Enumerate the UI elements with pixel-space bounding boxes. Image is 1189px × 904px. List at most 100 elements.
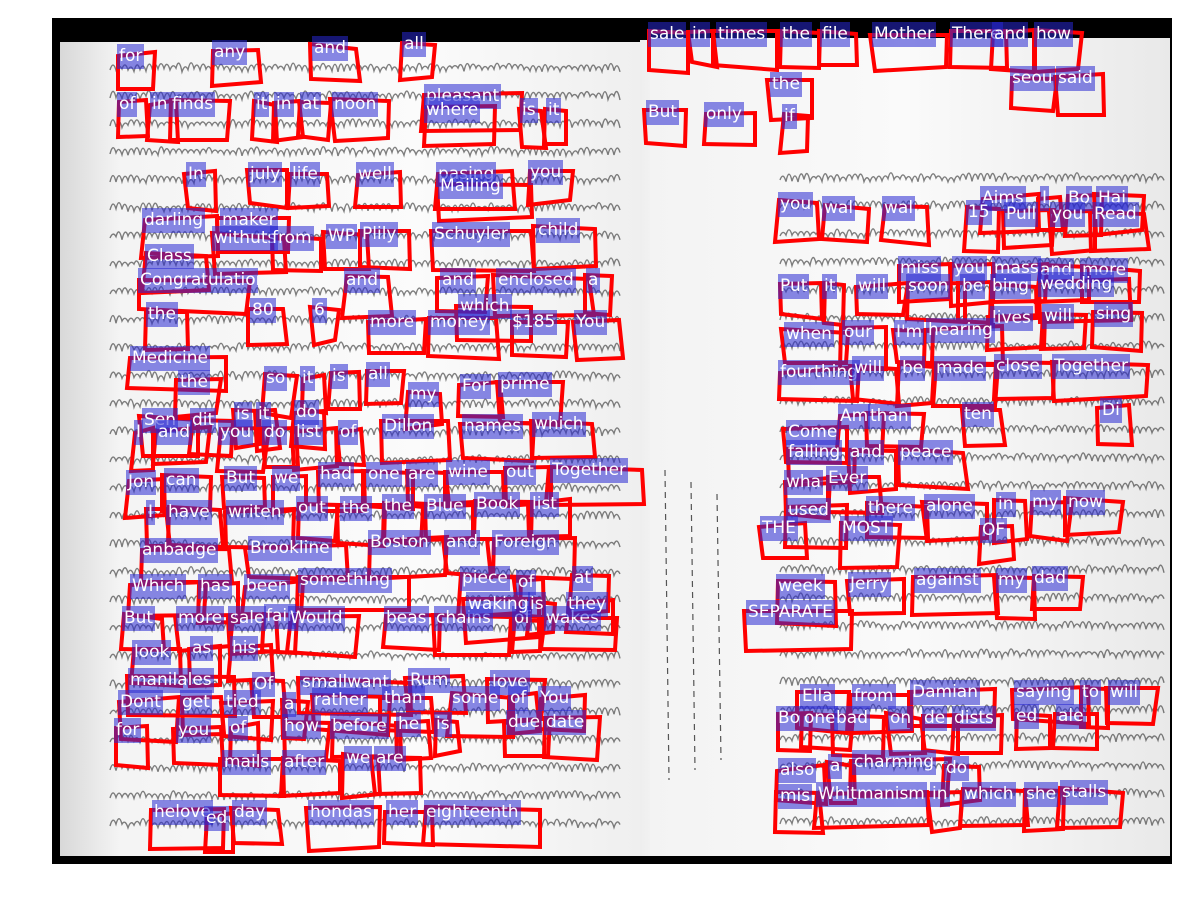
word-box [1103, 686, 1161, 727]
word-label: and [156, 420, 192, 445]
word-label: had [318, 462, 354, 487]
word-label: Read [1092, 202, 1139, 227]
word-label: and [848, 440, 884, 465]
word-label: the [770, 72, 802, 97]
word-label: she [1024, 782, 1059, 807]
word-label: names [462, 414, 524, 439]
word-label: fourthing [778, 360, 860, 385]
word-label: helove [152, 800, 213, 825]
word-label: out [504, 460, 536, 485]
word-label: to [1080, 680, 1102, 705]
word-label: money [428, 310, 491, 335]
word-label: in [996, 492, 1016, 517]
word-label: charming [852, 750, 937, 775]
word-label: file [820, 22, 850, 47]
word-label: withuts [212, 226, 279, 251]
word-box [1035, 194, 1066, 232]
word-label: and [992, 22, 1028, 47]
word-label: Pull [1004, 202, 1039, 227]
word-label: july [248, 162, 283, 187]
word-label: will [852, 356, 885, 381]
word-label: bad [834, 706, 870, 731]
word-label: THE [760, 516, 798, 541]
word-label: alone [924, 494, 975, 519]
word-label: it [546, 98, 562, 123]
word-label: dit [190, 408, 217, 433]
word-label: all [366, 362, 390, 387]
word-label: will [856, 274, 889, 299]
word-label: day [232, 800, 268, 825]
word-label: my [1030, 490, 1061, 515]
word-label: a [282, 692, 297, 717]
word-label: in [930, 782, 950, 807]
word-label: mis [778, 784, 813, 809]
word-label: lives [990, 306, 1033, 331]
word-label: after [282, 750, 327, 775]
word-label: against [914, 568, 981, 593]
word-label: Am [838, 404, 871, 429]
word-label: if [782, 104, 797, 129]
word-label: will [1042, 304, 1075, 329]
word-label: But [224, 466, 258, 491]
word-label: de [922, 706, 948, 731]
word-label: Ever [826, 466, 869, 491]
word-label: of [117, 92, 138, 117]
word-label: 6 [312, 298, 327, 323]
word-label: the [780, 22, 812, 47]
word-label: from [270, 226, 314, 251]
word-label: But [122, 606, 156, 631]
word-label: than [868, 404, 911, 429]
word-label: WP [326, 224, 358, 249]
word-label: wha [784, 470, 824, 495]
word-label: $185 [510, 310, 558, 335]
word-label: his [230, 636, 259, 661]
word-label: tied [224, 690, 261, 715]
word-label: we [344, 746, 373, 771]
word-label: ale [1056, 704, 1086, 729]
word-label: For [460, 374, 491, 399]
word-label: in [274, 92, 294, 117]
word-label: at [300, 92, 322, 117]
word-label: falling [786, 440, 843, 465]
word-label: Class [145, 244, 194, 269]
word-label: seou [1010, 66, 1055, 91]
word-label: has [198, 574, 233, 599]
word-label: Mother [872, 22, 936, 47]
word-label: be [900, 356, 926, 381]
word-label: you [778, 192, 814, 217]
word-label: the [382, 494, 414, 519]
word-box [307, 304, 342, 348]
word-label: dists [952, 706, 996, 731]
word-label: which [962, 782, 1016, 807]
word-label: Bo [776, 706, 803, 731]
word-label: Schuyler [432, 222, 510, 247]
word-label: Medicine [130, 346, 210, 371]
word-label: is [330, 364, 348, 389]
word-label: Dont [118, 690, 163, 715]
word-label: wine [446, 460, 490, 485]
word-label: finds [170, 92, 216, 117]
word-label: something [298, 568, 393, 593]
word-label: and [312, 36, 348, 61]
word-label: of [516, 570, 537, 595]
word-label: sing [1094, 302, 1134, 327]
word-label: any [212, 40, 248, 65]
word-label: he [396, 712, 422, 737]
word-label: manilales [128, 668, 214, 693]
word-label: close [994, 354, 1042, 379]
word-label: we [272, 466, 301, 491]
word-label: a [828, 754, 843, 779]
word-label: enclosed [496, 268, 576, 293]
word-label: is [434, 712, 452, 737]
word-label: my [996, 568, 1027, 593]
word-label: than [382, 686, 425, 711]
word-label: I [1040, 186, 1050, 211]
word-label: SEPARATE [746, 600, 835, 625]
word-label: piece [460, 566, 510, 591]
word-label: Put [778, 274, 810, 299]
word-label: OF [980, 518, 1008, 543]
word-label: more [368, 310, 417, 335]
word-label: times [716, 22, 768, 47]
word-label: how [282, 714, 322, 739]
